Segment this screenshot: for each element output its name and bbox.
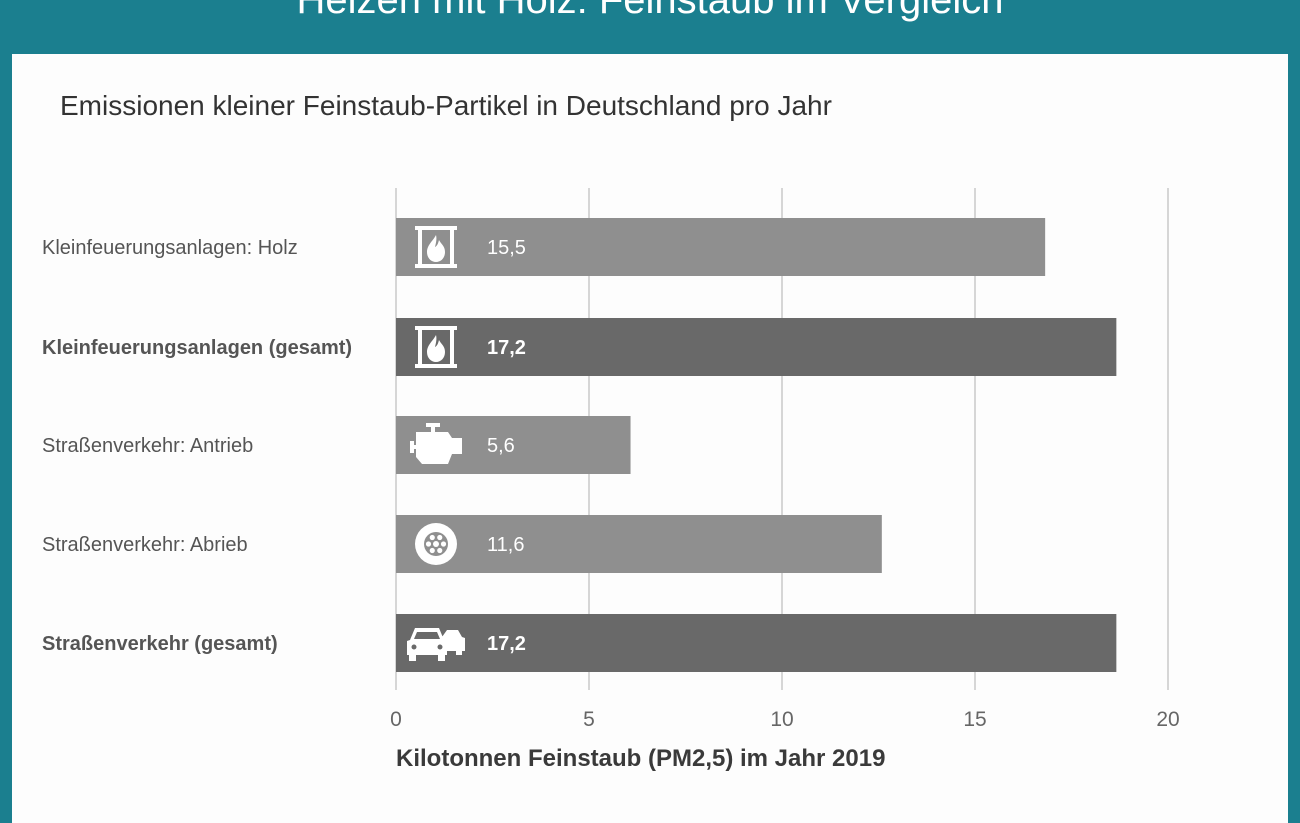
category-label: Kleinfeuerungsanlagen: Holz bbox=[42, 237, 298, 259]
bar bbox=[396, 218, 1046, 276]
labels: Kleinfeuerungsanlagen: Holz 15,5 Kleinfeue… bbox=[42, 237, 526, 655]
fireplace-icon bbox=[415, 326, 457, 368]
x-tick-label: 5 bbox=[583, 708, 595, 731]
bars bbox=[396, 218, 1117, 672]
x-axis-ticks: 0 5 10 15 20 bbox=[390, 708, 1180, 731]
wheel-icon bbox=[415, 523, 457, 565]
value-label: 15,5 bbox=[487, 237, 526, 259]
value-label: 17,2 bbox=[487, 337, 526, 359]
category-label: Straßenverkehr: Antrieb bbox=[42, 435, 253, 457]
bar bbox=[396, 515, 882, 573]
category-label: Kleinfeuerungsanlagen (gesamt) bbox=[42, 337, 352, 359]
x-tick-label: 10 bbox=[770, 708, 793, 731]
chart-card bbox=[12, 54, 1288, 823]
x-axis-title: Kilotonnen Feinstaub (PM2,5) im Jahr 201… bbox=[396, 745, 885, 772]
page-title: Heizen mit Holz: Feinstaub im Vergleich bbox=[296, 0, 1004, 22]
category-label: Straßenverkehr (gesamt) bbox=[42, 633, 278, 655]
bar bbox=[396, 318, 1117, 376]
value-label: 11,6 bbox=[487, 534, 524, 556]
bar bbox=[396, 614, 1117, 672]
x-tick-label: 0 bbox=[390, 708, 402, 731]
category-label: Straßenverkehr: Abrieb bbox=[42, 534, 248, 556]
value-label: 5,6 bbox=[487, 435, 515, 457]
chart-subtitle: Emissionen kleiner Feinstaub-Partikel in… bbox=[60, 90, 832, 121]
value-label: 17,2 bbox=[487, 633, 526, 655]
x-tick-label: 15 bbox=[963, 708, 986, 731]
engine-icon bbox=[410, 423, 462, 464]
cars-icon bbox=[407, 628, 465, 661]
x-tick-label: 20 bbox=[1156, 708, 1179, 731]
fireplace-icon bbox=[415, 226, 457, 268]
bar-icons bbox=[407, 226, 465, 661]
